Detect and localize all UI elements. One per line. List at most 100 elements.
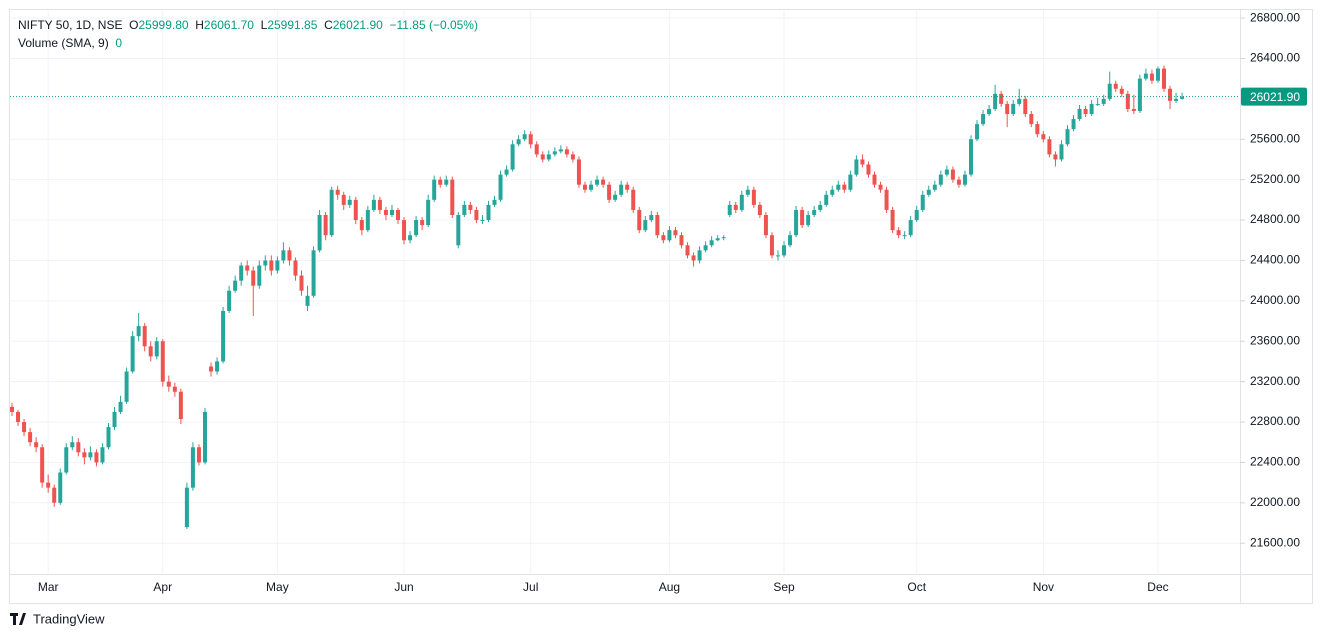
candle-body — [1065, 129, 1070, 145]
candle-body — [245, 265, 250, 271]
candle-body — [1149, 73, 1154, 81]
candle-body — [1101, 98, 1106, 104]
candle-body — [757, 204, 762, 215]
candle-body — [1180, 96, 1185, 99]
candle-body — [329, 189, 334, 236]
candle-body — [1162, 68, 1167, 89]
x-tick-label: Mar — [38, 580, 59, 594]
candle-body — [673, 230, 678, 236]
indicator[interactable]: Volume (SMA, 9) — [18, 36, 109, 50]
candle-body — [450, 179, 455, 215]
candle-body — [148, 346, 153, 357]
candle-body — [383, 209, 388, 215]
candle-body — [800, 209, 805, 226]
candle-body — [510, 144, 515, 170]
candle-body — [830, 189, 835, 195]
y-tick-label: 25200.00 — [1250, 172, 1300, 186]
candle-body — [263, 260, 268, 266]
candle-body — [172, 386, 177, 392]
candle-body — [130, 336, 135, 372]
candle-body — [528, 134, 533, 145]
candle-body — [848, 174, 853, 190]
candle-body — [142, 326, 147, 347]
candle-body — [432, 179, 437, 200]
candle-body — [685, 245, 690, 256]
candle-body — [468, 204, 473, 210]
candle-body — [1168, 88, 1173, 101]
candle-body — [178, 391, 183, 419]
candle-body — [1119, 88, 1124, 94]
candle-body — [582, 184, 587, 190]
candle-body — [655, 214, 660, 236]
candle-body — [1107, 83, 1112, 99]
candle-body — [1077, 108, 1082, 120]
candle-body — [878, 184, 883, 190]
candle-body — [649, 214, 654, 221]
candle-body — [914, 209, 919, 221]
candle-body — [552, 151, 557, 155]
candle-body — [136, 326, 141, 337]
candle-body — [112, 411, 117, 428]
candle-body — [359, 220, 364, 231]
x-tick-label: Oct — [907, 580, 926, 594]
x-tick-label: Jul — [523, 580, 538, 594]
candle-body — [293, 260, 298, 276]
last-price-tag — [1241, 87, 1307, 106]
candle-body — [558, 149, 563, 152]
candle-body — [341, 194, 346, 205]
y-tick-label: 24400.00 — [1250, 253, 1300, 267]
y-tick-label: 22400.00 — [1250, 455, 1300, 469]
candle-body — [1023, 98, 1028, 115]
candle-body — [22, 422, 27, 433]
grid — [10, 10, 1240, 574]
candle-body — [625, 184, 630, 190]
candle-body — [160, 341, 165, 382]
candle-body — [100, 447, 105, 463]
candle-body — [522, 134, 527, 140]
candle-body — [106, 427, 111, 448]
candle-body — [365, 209, 370, 231]
candle-body — [1143, 73, 1148, 79]
candle-body — [842, 184, 847, 190]
brand-text[interactable]: TradingView — [33, 611, 105, 626]
candle-body — [1113, 83, 1118, 89]
candle-body — [854, 159, 859, 175]
candle-body — [999, 93, 1004, 104]
candle-body — [1029, 114, 1034, 125]
candle-body — [88, 452, 93, 458]
candle-body — [794, 209, 799, 236]
candle-body — [782, 245, 787, 256]
candle-body — [58, 472, 63, 503]
candle-body — [202, 411, 207, 463]
o-label: O — [129, 18, 139, 32]
candle-body — [944, 169, 949, 175]
candle-body — [703, 245, 708, 251]
candle-body — [860, 159, 865, 165]
candles — [9, 65, 1240, 530]
y-tick-label: 24800.00 — [1250, 212, 1300, 226]
candle-body — [534, 144, 539, 155]
candle-body — [775, 255, 780, 257]
candle-body — [46, 482, 51, 488]
candle-body — [323, 214, 328, 236]
y-tick-label: 23600.00 — [1250, 333, 1300, 347]
candle-body — [691, 255, 696, 261]
candle-body — [950, 169, 955, 180]
candle-body — [402, 220, 407, 241]
candle-body — [28, 432, 33, 443]
candle-body — [595, 179, 600, 185]
candle-body — [962, 174, 967, 185]
candle-body — [311, 250, 316, 296]
c-label: C — [324, 18, 333, 32]
logo-icon — [10, 613, 26, 625]
symbol: NIFTY 50, 1D, NSE — [18, 18, 123, 32]
candle-body — [34, 442, 39, 448]
legend: NIFTY 50, 1D, NSE O25999.80 H26061.70 L2… — [18, 16, 478, 52]
candle-body — [504, 169, 509, 175]
candle-body — [275, 260, 280, 271]
candle-body — [377, 199, 382, 210]
candle-body — [408, 235, 413, 241]
low-value: 25991.85 — [267, 18, 318, 32]
candle-body — [16, 411, 21, 423]
